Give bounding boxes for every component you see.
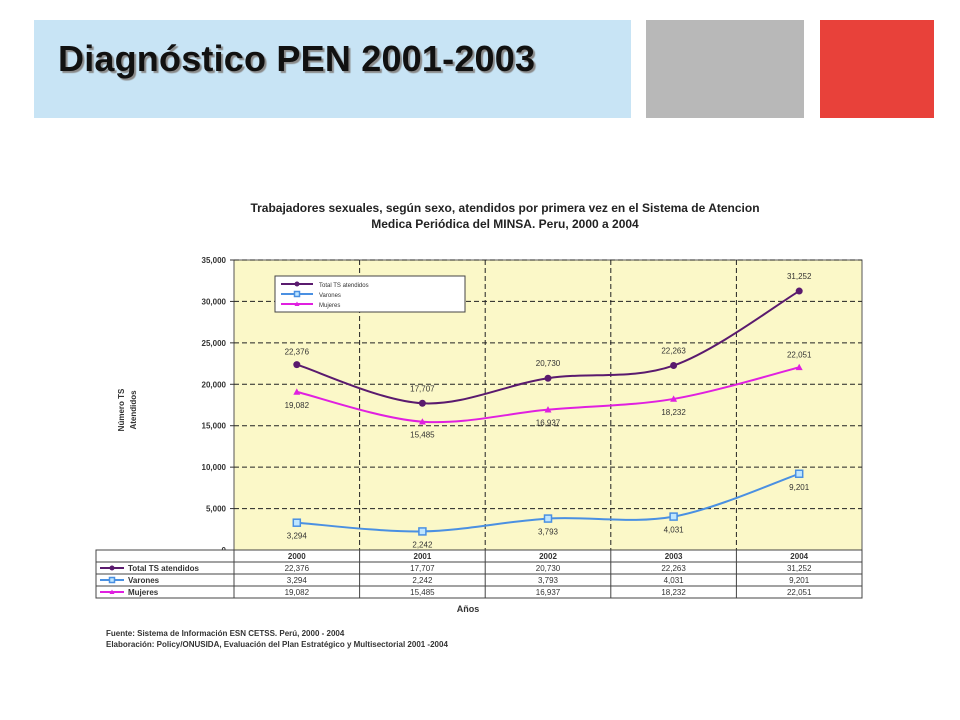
data-point	[543, 514, 553, 523]
legend-label: Mujeres	[319, 303, 340, 309]
x-tick-label: 2003	[665, 552, 683, 561]
source-note: Fuente: Sistema de Información ESN CETSS…	[106, 629, 345, 638]
data-point	[795, 287, 803, 295]
table-cell: 20,730	[536, 564, 561, 573]
data-label: 19,082	[285, 401, 310, 410]
data-label: 9,201	[789, 483, 810, 492]
title-box	[34, 20, 631, 118]
data-point	[670, 362, 678, 370]
data-label: 22,051	[787, 350, 812, 359]
table-row-label: Total TS atendidos	[128, 564, 200, 573]
table-legend-marker	[109, 589, 115, 594]
data-label: 2,242	[412, 540, 433, 549]
x-tick-label: 2000	[288, 552, 306, 561]
y-tick-label: 25,000	[202, 339, 227, 348]
data-point	[670, 395, 678, 402]
data-label: 4,031	[664, 526, 685, 535]
y-tick-label: 10,000	[202, 463, 227, 472]
table-cell: 16,937	[536, 588, 561, 597]
table-cell: 22,263	[661, 564, 686, 573]
table-cell: 17,707	[410, 564, 435, 573]
data-point	[418, 527, 427, 536]
table-legend-marker	[108, 576, 116, 584]
data-label: 22,263	[661, 347, 686, 356]
data-label: 15,485	[410, 431, 435, 440]
data-label: 3,793	[538, 528, 559, 537]
chart-title-line2: Medica Periódica del MINSA. Peru, 2000 a…	[371, 217, 639, 231]
data-label: 18,232	[661, 408, 686, 417]
legend-marker	[293, 290, 301, 298]
y-tick-label: 15,000	[202, 422, 227, 431]
table-legend-marker	[109, 565, 115, 571]
data-label: 16,937	[536, 419, 561, 428]
table-cell: 19,082	[285, 588, 310, 597]
y-tick-label: 5,000	[206, 505, 227, 514]
legend-label: Varones	[319, 293, 341, 299]
table-cell: 9,201	[789, 576, 810, 585]
data-point	[292, 518, 302, 527]
y-axis-label-line2: Atendidos	[129, 390, 138, 430]
data-point	[794, 469, 804, 479]
legend-label: Total TS atendidos	[319, 283, 369, 289]
decorative-red-block	[820, 20, 934, 118]
x-tick-label: 2001	[414, 552, 432, 561]
table-cell: 3,294	[287, 576, 308, 585]
data-point	[418, 399, 426, 407]
x-tick-label: 2004	[790, 552, 808, 561]
y-tick-label: 20,000	[202, 380, 227, 389]
table-cell: 4,031	[664, 576, 685, 585]
x-axis-label: Años	[457, 604, 480, 614]
table-row-label: Mujeres	[128, 588, 159, 597]
legend-marker	[294, 301, 300, 306]
table-cell: 18,232	[661, 588, 686, 597]
y-tick-label: 30,000	[202, 297, 227, 306]
elaboration-note: Elaboración: Policy/ONUSIDA, Evaluación …	[106, 640, 448, 649]
data-point	[418, 418, 426, 425]
data-point	[293, 388, 301, 395]
x-tick-label: 2002	[539, 552, 557, 561]
table-cell: 2,242	[412, 576, 433, 585]
table-row-label: Varones	[128, 576, 160, 585]
data-label: 17,707	[410, 384, 435, 393]
footnotes: Fuente: Sistema de Información ESN CETSS…	[106, 628, 448, 650]
data-point	[544, 406, 552, 413]
data-label: 20,730	[536, 359, 561, 368]
table-cell: 15,485	[410, 588, 435, 597]
data-point	[544, 374, 552, 382]
data-point	[669, 512, 678, 521]
table-cell: 22,051	[787, 588, 812, 597]
decorative-gray-block	[646, 20, 804, 118]
data-point	[795, 363, 803, 371]
table-cell: 31,252	[787, 564, 812, 573]
legend-marker	[294, 281, 300, 287]
chart-title: Trabajadores sexuales, según sexo, atend…	[160, 200, 850, 232]
data-point	[293, 361, 301, 369]
chart-title-line1: Trabajadores sexuales, según sexo, atend…	[250, 201, 760, 215]
slide-title: Diagnóstico PEN 2001-2003	[58, 38, 536, 79]
table-cell: 3,793	[538, 576, 559, 585]
data-label: 31,252	[787, 272, 812, 281]
data-label: 22,376	[285, 348, 310, 357]
data-label: 3,294	[287, 532, 308, 541]
table-cell: 22,376	[285, 564, 310, 573]
y-axis-label-line1: Número TS	[117, 388, 126, 431]
y-tick-label: 35,000	[202, 256, 227, 265]
